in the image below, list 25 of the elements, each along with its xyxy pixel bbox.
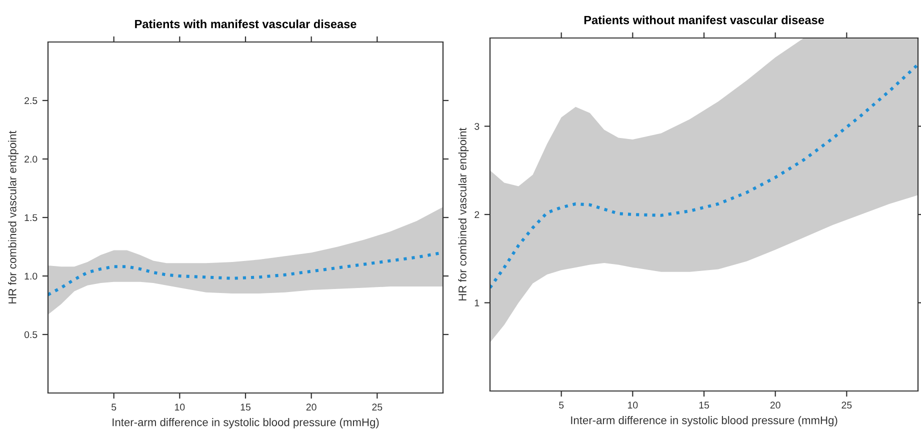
x-tick-label: 5 bbox=[112, 404, 116, 411]
chart-title: Patients with manifest vascular disease bbox=[135, 20, 356, 28]
y-tick-label: 0.5 bbox=[24, 331, 38, 338]
x-tick-label: 25 bbox=[842, 402, 852, 409]
x-tick-label: 5 bbox=[559, 402, 564, 409]
x-axis-title: Inter-arm difference in systolic blood pressure (mmHg) bbox=[112, 418, 379, 428]
y-tick-label: 3 bbox=[474, 122, 480, 130]
y-axis-title: HR for combined vascular endpoint bbox=[458, 128, 469, 300]
chart-title: Patients without manifest vascular disease bbox=[584, 16, 824, 24]
x-tick-label: 10 bbox=[175, 404, 185, 411]
y-tick-label: 2.5 bbox=[24, 97, 38, 104]
y-tick-label: 1 bbox=[474, 300, 480, 306]
x-tick-label: 10 bbox=[628, 402, 638, 409]
y-tick-label: 2.0 bbox=[24, 156, 38, 163]
y-tick-label: 1.0 bbox=[24, 272, 38, 280]
x-axis-title: Inter-arm difference in systolic blood pressure (mmHg) bbox=[571, 416, 838, 426]
x-tick-label: 20 bbox=[770, 402, 780, 409]
x-tick-label: 20 bbox=[306, 404, 316, 411]
y-tick-label: 2 bbox=[474, 211, 480, 218]
x-tick-label: 25 bbox=[372, 404, 382, 411]
line-series bbox=[490, 62, 918, 290]
y-tick-label: 1.5 bbox=[24, 214, 38, 222]
y-axis-title: HR for combined vascular endpoint bbox=[8, 130, 19, 304]
x-tick-label: 15 bbox=[240, 404, 250, 411]
x-tick-label: 15 bbox=[699, 402, 709, 409]
